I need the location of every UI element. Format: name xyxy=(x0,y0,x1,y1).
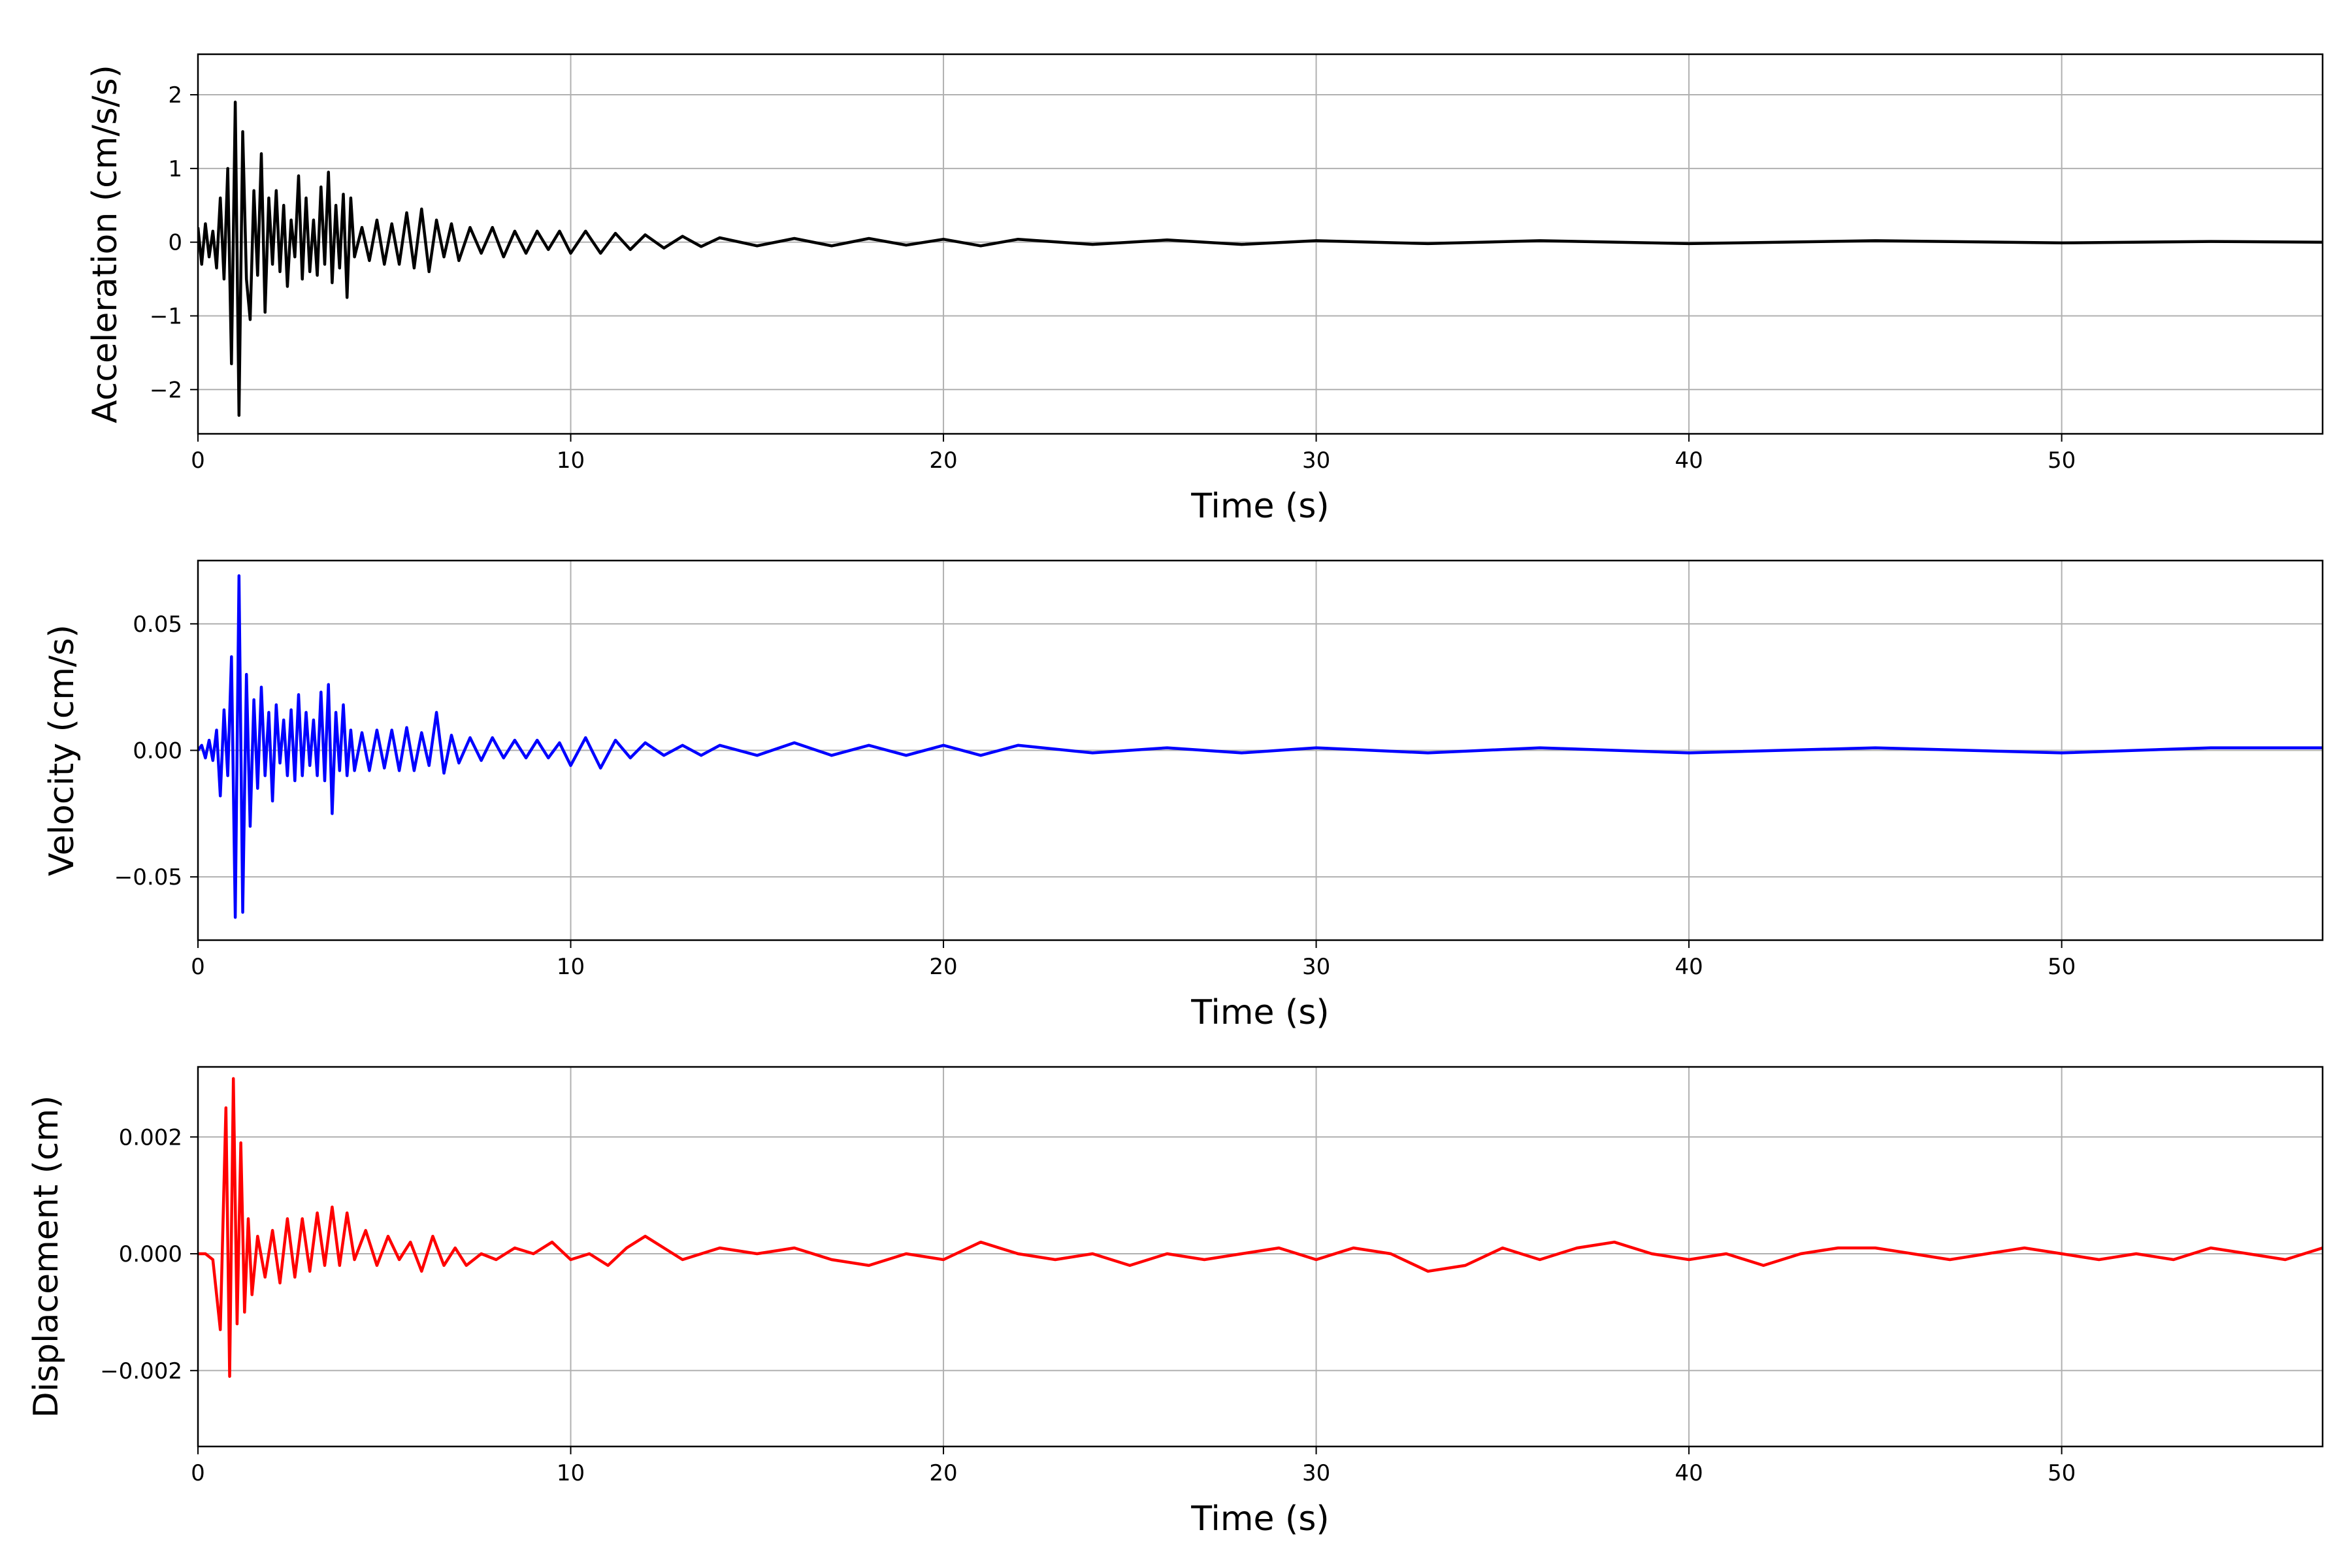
y-tick-label: 0 xyxy=(168,230,182,256)
y-axis-label: Acceleration (cm/s/s) xyxy=(86,65,125,423)
x-tick-label: 40 xyxy=(1674,954,1703,980)
y-tick-label: −0.05 xyxy=(114,864,182,890)
x-tick-label: 10 xyxy=(557,448,585,474)
x-tick-label: 0 xyxy=(191,1460,205,1486)
x-tick-label: 20 xyxy=(929,448,957,474)
x-tick-label: 30 xyxy=(1302,1460,1330,1486)
x-axis-label: Time (s) xyxy=(1190,993,1329,1032)
x-axis-label: Time (s) xyxy=(1190,487,1329,526)
axes-frame xyxy=(197,1066,2324,1448)
y-tick-label: 1 xyxy=(168,156,182,182)
y-tick-label: 0.002 xyxy=(119,1124,182,1151)
x-tick-label: 40 xyxy=(1674,448,1703,474)
y-axis-label: Velocity (cm/s) xyxy=(42,625,82,876)
axes-frame xyxy=(197,53,2324,435)
x-tick-label: 50 xyxy=(2048,448,2076,474)
series-line-velocity xyxy=(198,574,2323,919)
x-tick-label: 20 xyxy=(929,1460,957,1486)
panel-displacement: 0 10 20 30 40 50 0.002 0.000 −0.002 Time (s) Displ… xyxy=(27,1066,2324,1539)
y-tick-label: −1 xyxy=(150,303,182,329)
y-tick-label: 0.00 xyxy=(133,738,182,764)
x-tick-label: 30 xyxy=(1302,954,1330,980)
x-tick-label: 0 xyxy=(191,954,205,980)
x-tick-label: 50 xyxy=(2048,1460,2076,1486)
y-tick-label: −0.002 xyxy=(100,1358,182,1384)
x-axis-label: Time (s) xyxy=(1190,1499,1329,1539)
x-tick-label: 0 xyxy=(191,448,205,474)
series-line-displacement xyxy=(198,1077,2323,1378)
x-tick-label: 10 xyxy=(557,954,585,980)
x-tick-label: 30 xyxy=(1302,448,1330,474)
y-tick-label: −2 xyxy=(150,377,182,403)
y-axis-label: Displacement (cm) xyxy=(27,1096,66,1418)
x-tick-label: 40 xyxy=(1674,1460,1703,1486)
x-tick-label: 20 xyxy=(929,954,957,980)
y-tick-label: 0.000 xyxy=(119,1241,182,1267)
x-tick-label: 50 xyxy=(2048,954,2076,980)
series-line-acceleration xyxy=(198,101,2323,417)
y-tick-label: 0.05 xyxy=(133,612,182,638)
y-tick-label: 2 xyxy=(168,82,182,108)
x-tick-label: 10 xyxy=(557,1460,585,1486)
panel-velocity: 0 10 20 30 40 50 0.05 0.00 −0.05 Time (s) Velocity… xyxy=(42,559,2324,1032)
